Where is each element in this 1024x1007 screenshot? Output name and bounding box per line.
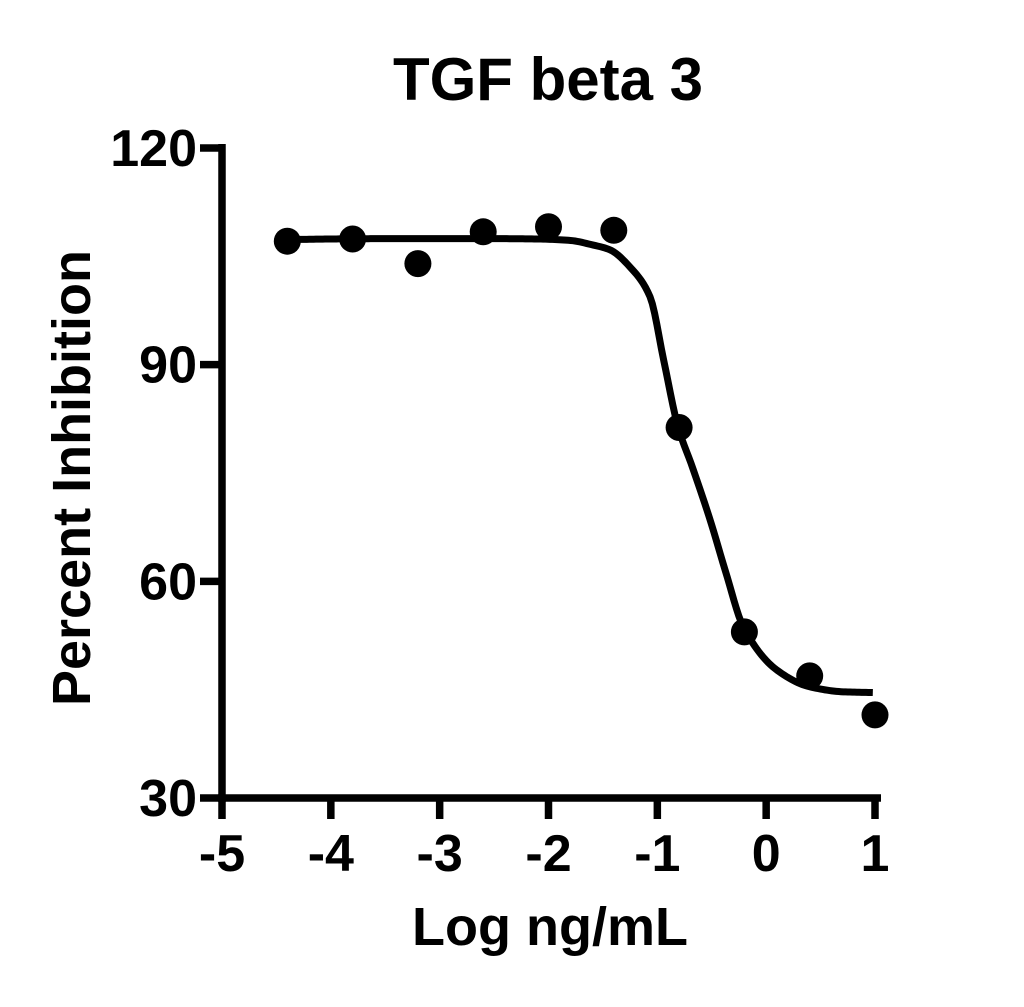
- x-tick-label: -2: [525, 825, 571, 883]
- y-axis-ticks: [200, 144, 223, 802]
- x-axis-tick-labels: -5 -4 -3 -2 -1 0 1: [199, 825, 890, 883]
- y-axis-tick-labels: 30 60 90 120: [110, 120, 197, 828]
- data-point-marker: [600, 216, 628, 244]
- x-tick-label: -1: [634, 825, 680, 883]
- y-tick-label: 120: [110, 120, 197, 178]
- x-axis-label: Log ng/mL: [412, 897, 688, 957]
- x-tick-label: 0: [752, 825, 781, 883]
- x-tick-label: 1: [861, 825, 890, 883]
- y-tick-label: 90: [139, 337, 197, 395]
- x-tick-label: -3: [417, 825, 463, 883]
- data-point-marker: [665, 414, 693, 441]
- y-axis-label: Percent Inhibition: [42, 250, 102, 706]
- fit-curve: [281, 235, 873, 697]
- y-tick-label: 30: [139, 770, 197, 828]
- data-point-marker: [861, 701, 889, 729]
- x-tick-label: -4: [308, 825, 354, 883]
- x-tick-label: -5: [199, 825, 245, 883]
- data-point-marker: [796, 662, 824, 690]
- data-point-marker: [469, 218, 497, 246]
- data-point-marker: [339, 225, 367, 253]
- y-tick-label: 60: [139, 553, 197, 611]
- data-points: [273, 213, 889, 729]
- chart-title: TGF beta 3: [393, 46, 703, 113]
- data-point-marker: [273, 227, 301, 255]
- data-point-marker: [404, 250, 432, 278]
- data-point-marker: [730, 618, 758, 646]
- data-point-marker: [535, 213, 562, 241]
